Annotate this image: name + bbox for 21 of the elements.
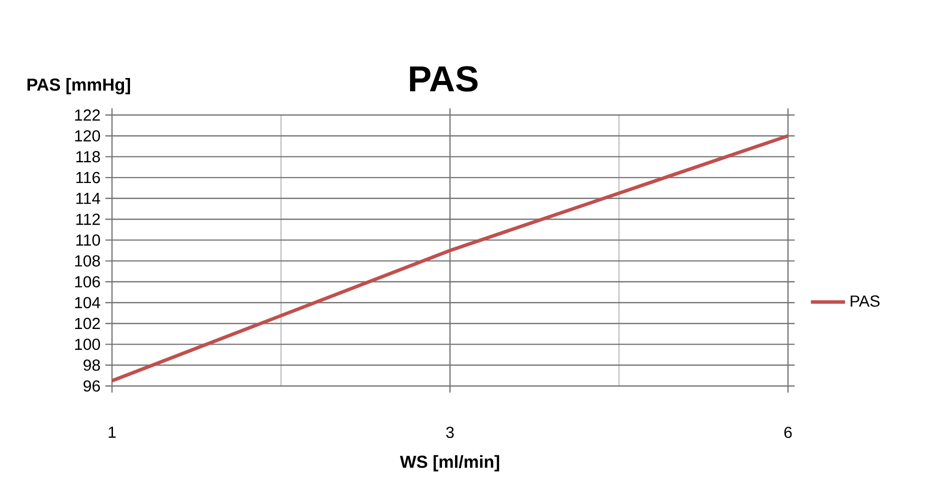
y-tick-label: 122 [75,109,100,121]
y-tick-label: 108 [75,255,100,267]
legend-label: PAS [850,295,880,307]
x-axis-title: WS [ml/min] [400,455,500,472]
y-tick-label: 106 [75,276,100,288]
x-tick-label: 1 [108,426,116,438]
y-tick-label: 96 [84,380,100,392]
y-tick-label: 100 [75,338,100,350]
x-tick-label: 6 [784,426,792,438]
y-tick-label: 104 [75,296,100,308]
y-tick-label: 112 [76,214,100,225]
y-tick-label: 120 [75,130,100,142]
y-tick-label: 116 [76,172,100,184]
y-tick-label: 114 [76,192,100,204]
y-axis-title: PAS [mmHg] [28,78,130,94]
y-tick-label: 118 [76,151,100,162]
chart-title: PAS [410,66,478,92]
y-tick-label: 102 [75,318,100,330]
y-tick-label: 98 [84,359,100,371]
y-tick-label: 110 [76,234,100,246]
x-tick-label: 3 [446,426,454,438]
